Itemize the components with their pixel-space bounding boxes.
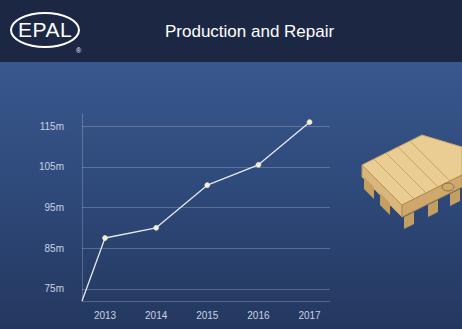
svg-text:2013: 2013 [94, 310, 117, 321]
svg-text:2014: 2014 [145, 310, 168, 321]
svg-text:75m: 75m [45, 283, 64, 294]
svg-text:105m: 105m [39, 161, 64, 172]
svg-text:85m: 85m [45, 243, 64, 254]
svg-text:2015: 2015 [196, 310, 219, 321]
svg-text:2016: 2016 [247, 310, 270, 321]
svg-text:2017: 2017 [298, 310, 321, 321]
html-text:Production and Repair: Production and Repair [165, 22, 335, 41]
svg-text:95m: 95m [45, 202, 64, 213]
html-text:EPAL: EPAL [17, 18, 73, 41]
svg-text:115m: 115m [40, 121, 64, 132]
